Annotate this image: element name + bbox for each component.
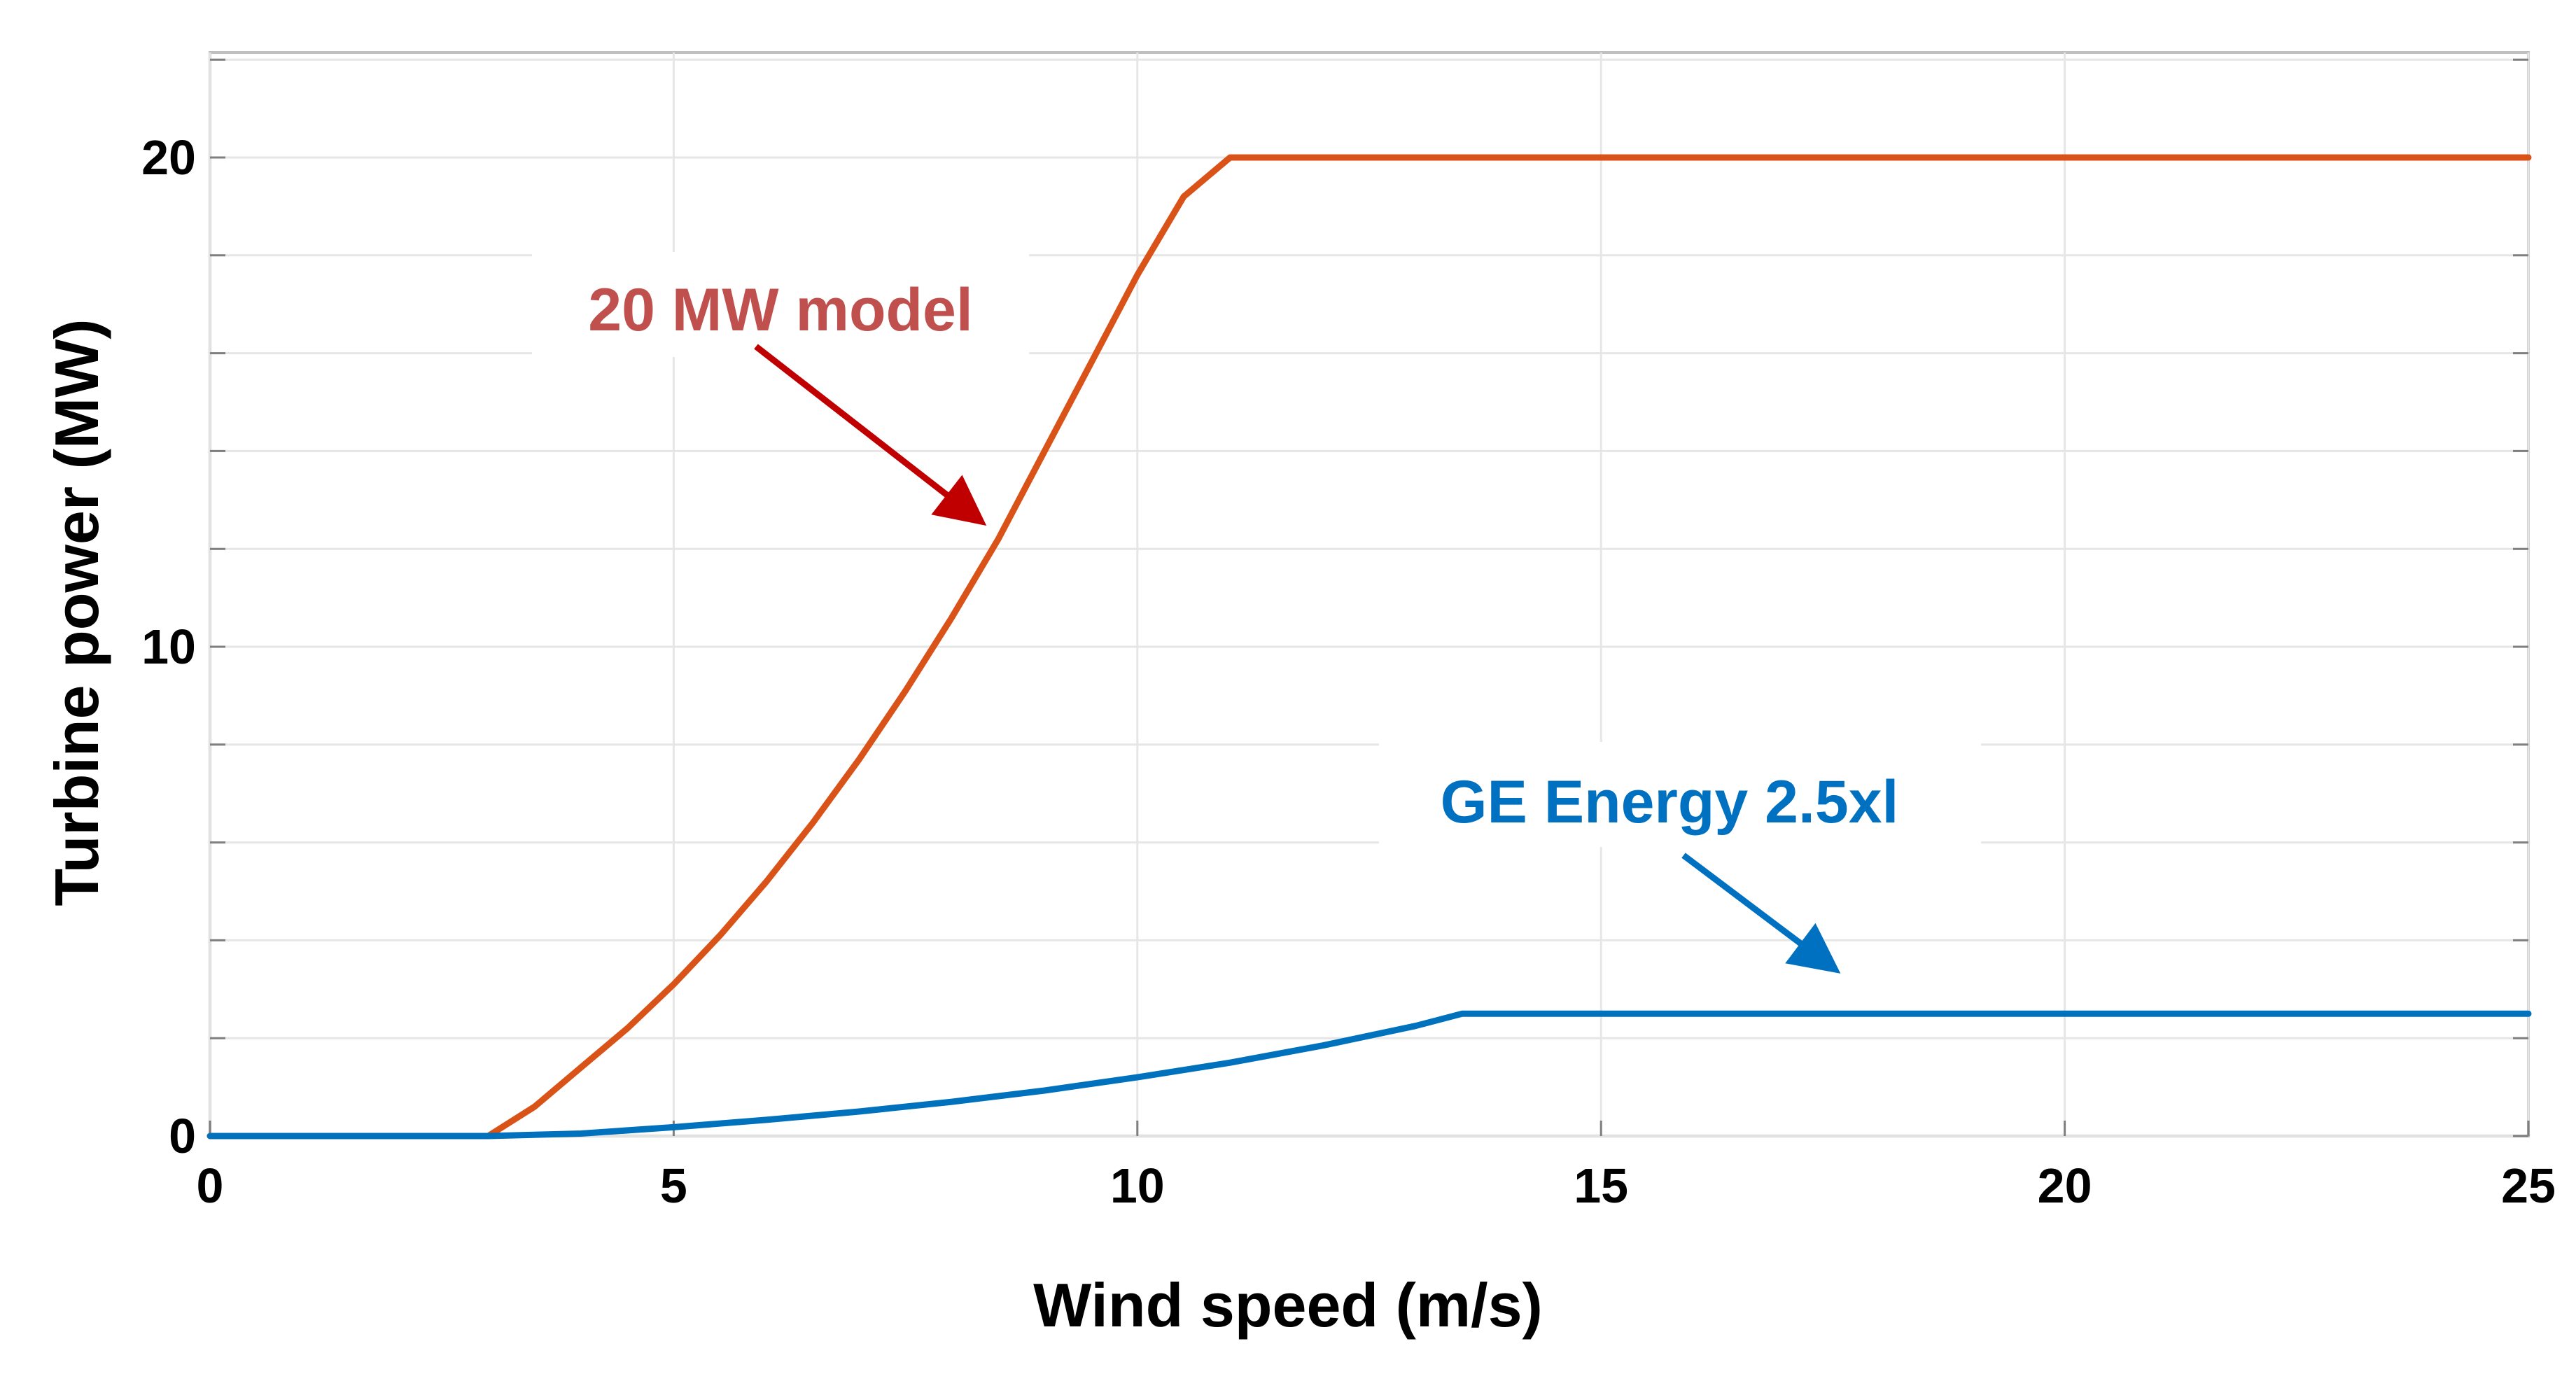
annotation-label-20mw: 20 MW model [588,276,973,344]
y-tick-label: 0 [169,1109,196,1163]
annotation-bg-20mw [532,252,1029,357]
x-tick-label: 10 [1110,1158,1165,1213]
x-tick-label: 0 [197,1158,224,1213]
annotation-arrow-20mw [754,344,987,526]
y-tick-label: 10 [141,619,196,674]
x-tick-label: 20 [2038,1158,2092,1213]
series-lines [206,154,2532,1140]
ticks: 0 5 10 15 20 25 0 10 20 [141,58,2556,1213]
series-line-ge-energy [206,1010,2532,1140]
y-tick-label: 20 [141,130,196,185]
annotation-bg-ge [1379,742,1981,847]
x-tick-label: 5 [660,1158,687,1213]
plot-area [209,51,2530,1137]
series-line-20mw-model [206,154,2532,1140]
y-axis-title: Turbine power (MW) [42,318,111,906]
annotation-arrow-ge [1681,853,1841,974]
x-axis-title: Wind speed (m/s) [1033,1270,1543,1340]
annotation-label-ge: GE Energy 2.5xl [1441,769,1899,836]
annotations: 20 MW model GE Energy 2.5xl [532,252,1981,974]
x-tick-label: 25 [2501,1158,2556,1213]
x-tick-label: 15 [1574,1158,1628,1213]
